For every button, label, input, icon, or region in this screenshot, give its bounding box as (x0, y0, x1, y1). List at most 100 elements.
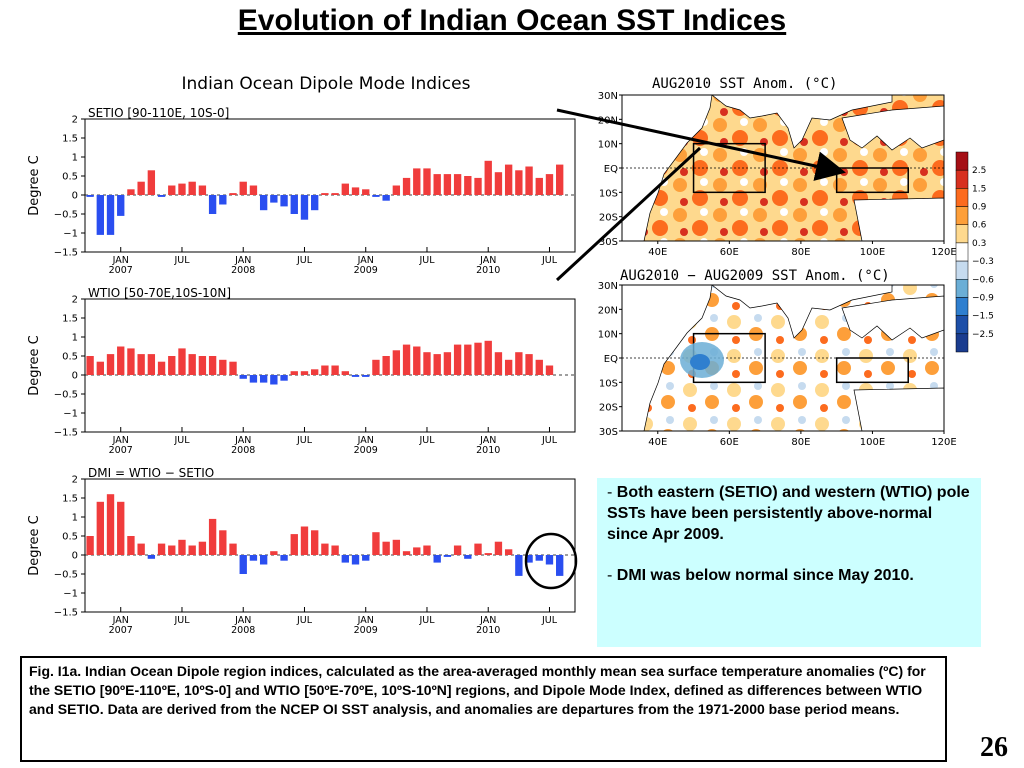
lat-label: 20S (599, 403, 618, 414)
y-tick-label: −0.5 (54, 390, 78, 401)
bar (321, 543, 329, 555)
lat-label: 10S (599, 188, 618, 199)
x-tick-month: JAN (479, 255, 496, 266)
colorbar-cell (955, 188, 969, 207)
y-tick-label: −1 (63, 409, 78, 420)
bar (351, 375, 360, 377)
y-tick-label: 0 (72, 551, 78, 562)
lat-label: 20S (599, 213, 618, 224)
bar (157, 361, 166, 375)
y-tick-label: 2 (72, 475, 78, 486)
bar (259, 555, 268, 565)
x-tick-year: 2007 (109, 265, 133, 276)
bar (453, 174, 462, 195)
lon-label: 40E (648, 247, 667, 258)
plot-frame (84, 298, 576, 433)
bar (535, 359, 543, 375)
bar (311, 195, 319, 211)
bar (259, 375, 268, 383)
x-tick-month: JAN (234, 615, 251, 626)
land (853, 387, 945, 432)
bar (168, 545, 176, 555)
bar (372, 532, 380, 555)
bar (525, 166, 533, 195)
x-tick-month: JAN (234, 255, 251, 266)
bar (474, 342, 482, 375)
lon-label: 60E (720, 247, 739, 258)
bar (188, 181, 196, 195)
bar (188, 354, 196, 375)
bar (157, 195, 166, 197)
bar (249, 375, 258, 383)
bar (382, 541, 390, 555)
bar (402, 177, 411, 195)
y-tick-label: −1 (63, 589, 78, 600)
bar (423, 168, 431, 195)
map1-title: AUG2010 SST Anom. (°C) (652, 76, 838, 92)
colorbar: 2.5 1.5 0.9 0.6 0.3 −0.3 −0.6 −0.9 −1.5 −2.5 (955, 151, 994, 353)
y-tick-label: 0.5 (62, 352, 78, 363)
x-tick-month: JAN (357, 615, 374, 626)
bar (515, 170, 523, 195)
lat-label: 20N (598, 115, 618, 126)
colorbar-label: −0.3 (972, 257, 994, 267)
colorbar-cell (955, 169, 969, 189)
bar (86, 536, 94, 555)
bar (219, 359, 227, 375)
colorbar-label: −0.6 (972, 275, 994, 285)
lat-label: EQ (604, 354, 618, 365)
lon-label: 100E (860, 437, 885, 448)
map2-frame: 30N 20N 10N EQ 10S 20S 30S 40E 60E 80E 100E 120E (598, 281, 957, 448)
bar (484, 553, 492, 555)
bar (515, 352, 523, 375)
bar (229, 361, 237, 375)
charts-title: Indian Ocean Dipole Mode Indices (182, 74, 471, 94)
y-tick-label: 0.5 (62, 172, 78, 183)
bar (96, 501, 104, 555)
bar (86, 356, 94, 375)
slide-title: Evolution of Indian Ocean SST Indices (237, 4, 787, 37)
x-tick-month: JAN (112, 435, 129, 446)
lon-label: 80E (791, 437, 810, 448)
bar (239, 181, 247, 195)
x-tick-month: JAN (234, 435, 251, 446)
bar (198, 356, 207, 375)
lat-label: EQ (604, 164, 618, 175)
bar (392, 350, 401, 375)
x-tick-month: JUL (541, 255, 558, 266)
bar (321, 193, 329, 195)
x-tick-month: JUL (541, 435, 558, 446)
bar (331, 365, 339, 375)
bar (127, 536, 135, 555)
bar (484, 340, 492, 375)
bar (147, 170, 156, 195)
x-tick-month: JAN (112, 615, 129, 626)
bar (137, 354, 145, 375)
y-axis-label: Degree C (27, 515, 42, 576)
x-tick-month: JUL (418, 255, 435, 266)
bar (556, 555, 564, 576)
bar (147, 354, 156, 375)
bar (208, 518, 217, 555)
bar (474, 177, 482, 195)
bar (413, 346, 421, 375)
bar (117, 195, 125, 216)
lon-label: 120E (931, 437, 956, 448)
bar (106, 494, 115, 555)
bar (433, 174, 441, 195)
bar (106, 195, 115, 235)
y-axis-label: Degree C (27, 335, 42, 396)
lat-label: 30S (599, 427, 618, 438)
bar (535, 555, 543, 561)
bar (402, 551, 411, 555)
bar (341, 371, 349, 375)
bar (453, 545, 462, 555)
colorbar-label: 0.3 (972, 239, 986, 249)
x-tick-month: JUL (541, 615, 558, 626)
bar (341, 555, 349, 563)
bar (392, 185, 401, 195)
bar (249, 555, 258, 561)
bar (515, 555, 523, 576)
y-tick-label: −1.5 (54, 608, 78, 619)
y-tick-label: 1 (72, 153, 78, 164)
